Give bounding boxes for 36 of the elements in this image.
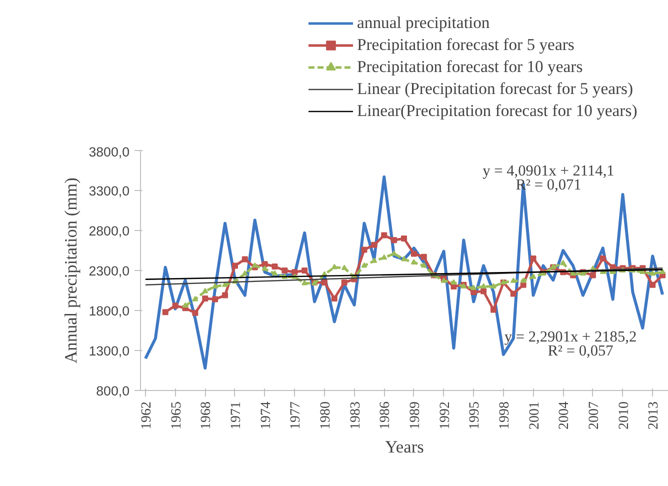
x-tick-label: 2004: [557, 402, 572, 430]
x-tick-label: 1974: [258, 402, 274, 430]
y-tick-label: 2800,0: [88, 224, 130, 238]
legend-label: Linear (Precipitation forecast for 5 years): [357, 78, 634, 100]
y-tick-label: 800,0: [96, 384, 130, 398]
y-tick-label: 2300,0: [88, 264, 130, 278]
x-tick-label: 1983: [348, 402, 364, 430]
legend-label: Precipitation forecast for 10 years: [357, 56, 583, 78]
x-tick-label: 1965: [169, 402, 184, 430]
x-axis-title: Years: [385, 438, 424, 456]
x-tick-label: 2007: [586, 402, 602, 430]
x-tick-label: 1968: [199, 402, 214, 430]
x-tick-label: 1998: [497, 402, 512, 430]
x-tick-label: 2013: [646, 402, 662, 430]
annotation: R² = 0,071: [516, 176, 582, 194]
x-tick-label: 1980: [318, 402, 334, 430]
y-tick-label: 1300,0: [88, 344, 130, 358]
annotation: y = 4,0901x + 2114,1: [482, 162, 614, 180]
x-tick-label: 2010: [616, 402, 632, 430]
x-tick-label: 1986: [378, 402, 394, 430]
x-tick-label: 2001: [527, 402, 542, 430]
legend-label: annual precipitation: [357, 12, 490, 34]
x-tick-label: 1971: [228, 402, 244, 430]
legend-label: Precipitation forecast for 5 years: [357, 34, 574, 56]
y-tick-label: 3300,0: [88, 184, 130, 198]
annotation: R² = 0,057: [548, 342, 614, 360]
x-tick-label: 1995: [468, 402, 483, 430]
y-axis-title: Annual precipitation (mm): [62, 177, 81, 364]
x-tick-label: 1962: [139, 402, 154, 430]
y-tick-label: 3800,0: [88, 144, 130, 160]
x-tick-label: 1977: [288, 402, 304, 430]
y-tick-label: 1800,0: [88, 304, 130, 318]
x-tick-label: 1989: [408, 402, 423, 430]
legend-label: Linear(Precipitation forecast for 10 years): [357, 100, 638, 122]
x-tick-label: 1992: [438, 402, 453, 430]
annotation: y = 2,2901x + 2185,2: [504, 328, 637, 346]
